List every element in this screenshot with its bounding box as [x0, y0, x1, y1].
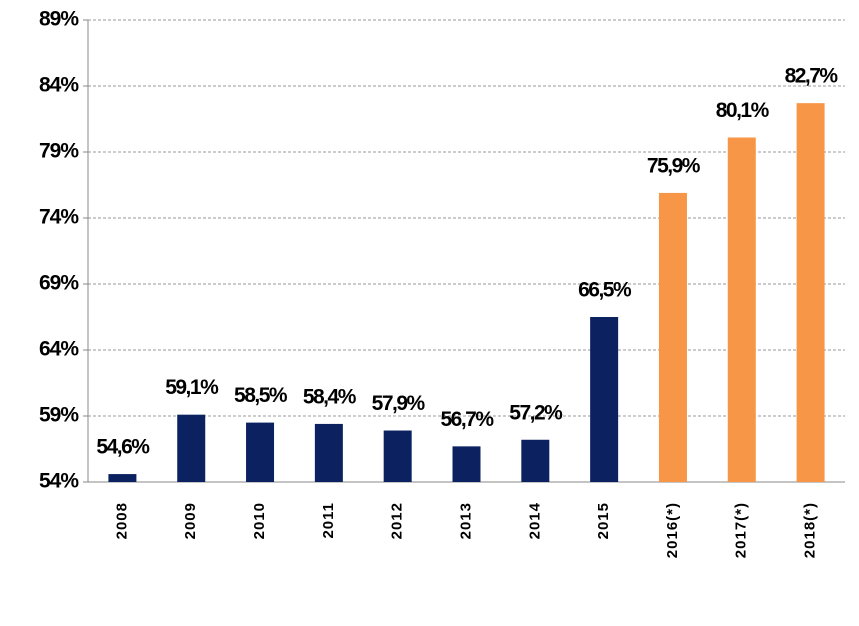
data-label: 57,9% — [372, 392, 426, 415]
data-label: 75,9% — [647, 154, 701, 177]
y-tick-label: 59% — [39, 404, 79, 427]
data-label: 58,5% — [234, 384, 288, 407]
y-tick-label: 69% — [39, 272, 79, 295]
y-tick-label: 74% — [39, 206, 79, 229]
bar — [246, 422, 275, 482]
data-label: 59,1% — [165, 376, 219, 399]
x-tick-label: 2015 — [595, 502, 612, 539]
y-tick-label: 64% — [39, 338, 79, 361]
x-tick-label: 2016(*) — [664, 502, 681, 558]
bar — [383, 430, 412, 482]
x-tick-label: 2018(*) — [802, 502, 819, 558]
bar — [108, 474, 137, 482]
x-tick-label: 2013 — [457, 502, 474, 539]
y-tick-label: 79% — [39, 140, 79, 163]
data-label: 56,7% — [440, 408, 494, 431]
bar — [658, 192, 687, 483]
bar — [590, 317, 619, 482]
data-label: 82,7% — [785, 65, 839, 88]
data-label: 58,4% — [303, 385, 357, 408]
bar — [177, 414, 206, 482]
data-label: 66,5% — [578, 279, 632, 302]
bar — [452, 446, 481, 482]
bar — [314, 423, 343, 482]
x-tick-label: 2008 — [113, 502, 130, 539]
data-label: 54,6% — [96, 436, 150, 459]
data-label: 57,2% — [509, 401, 563, 424]
x-tick-label: 2017(*) — [733, 502, 750, 558]
bar — [521, 439, 550, 482]
data-label: 80,1% — [716, 99, 770, 122]
x-tick-label: 2009 — [182, 502, 199, 539]
x-tick-label: 2011 — [320, 502, 337, 539]
x-tick-label: 2012 — [389, 502, 406, 539]
bar — [796, 103, 825, 482]
x-tick-label: 2014 — [526, 502, 543, 539]
bar — [727, 137, 756, 483]
y-tick-label: 84% — [39, 74, 79, 97]
y-tick-label: 89% — [39, 8, 79, 31]
x-tick-label: 2010 — [251, 502, 268, 539]
y-tick-label: 54% — [39, 470, 79, 493]
